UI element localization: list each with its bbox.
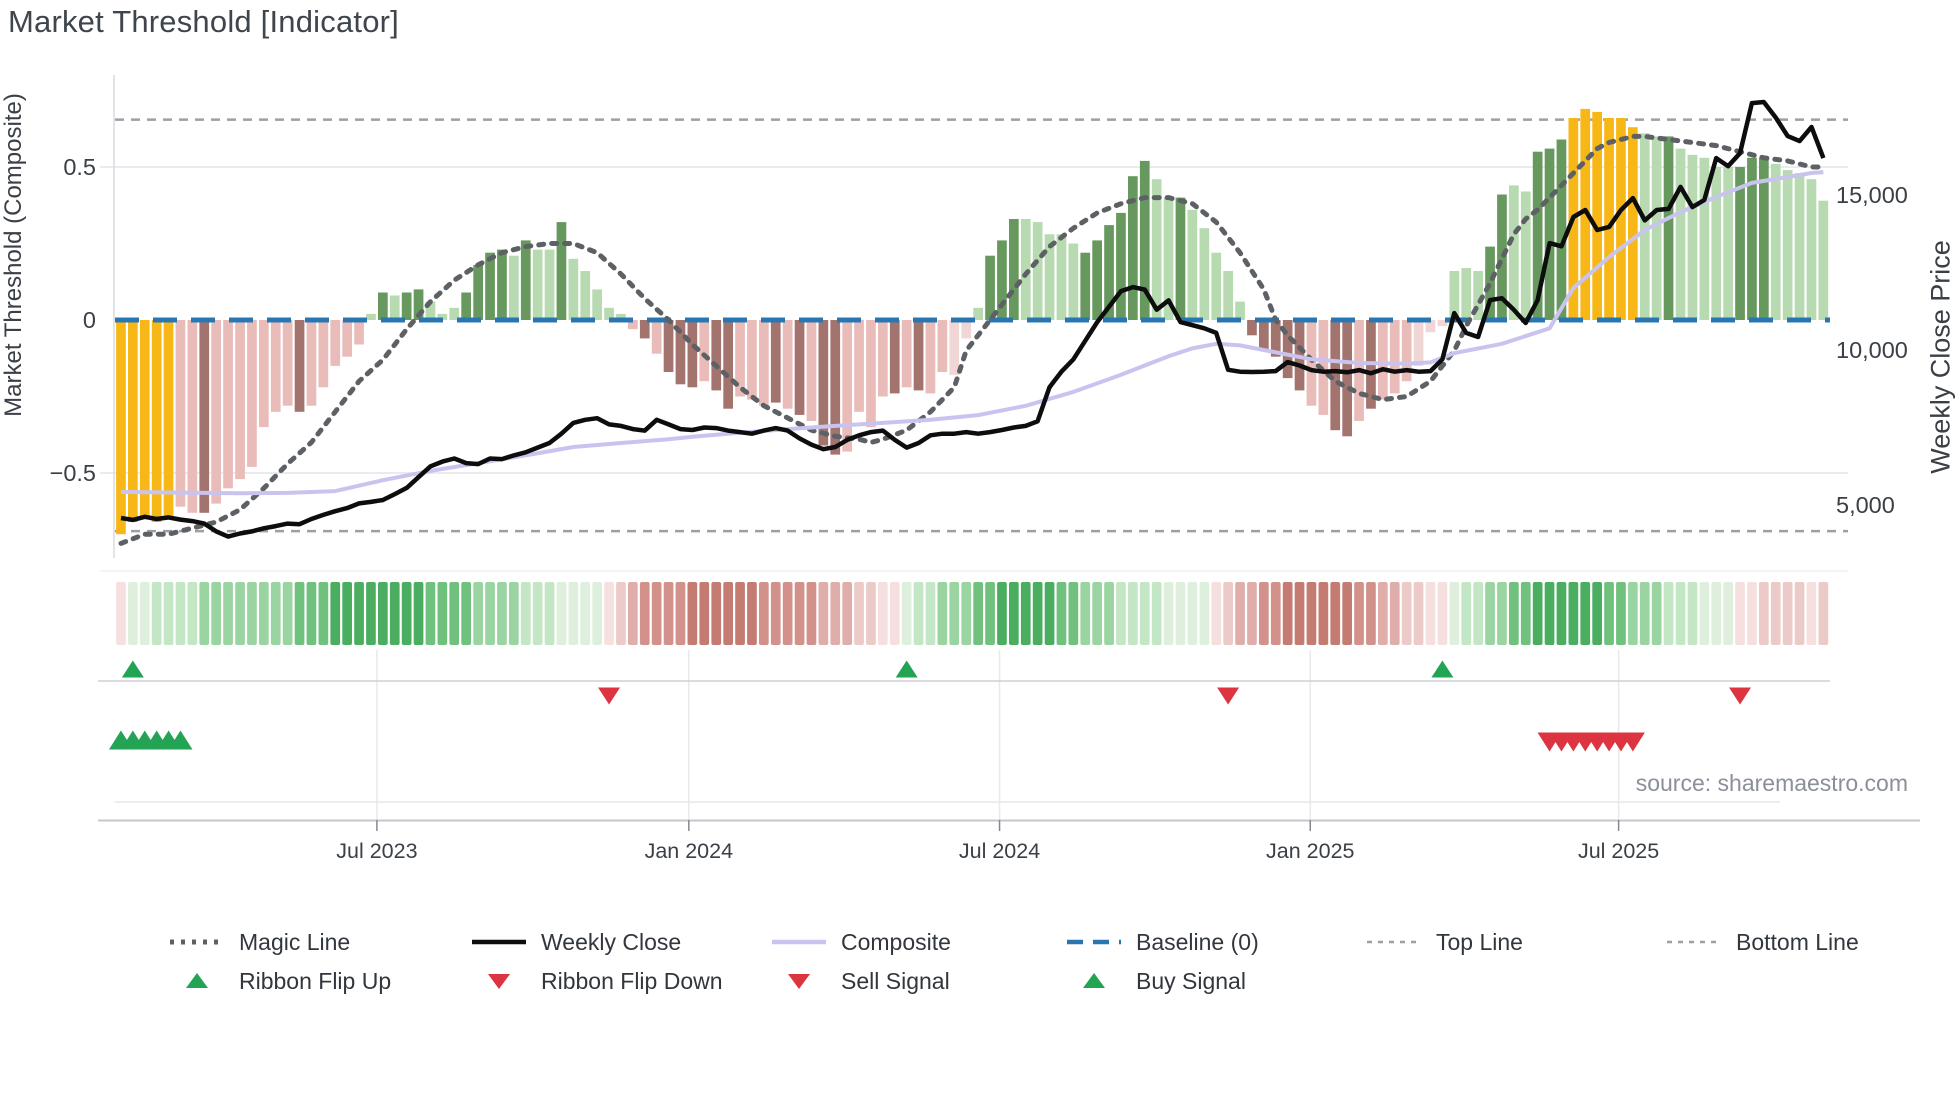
legend-swatch-tri-up	[186, 973, 208, 988]
legend-item-baseline-0-: Baseline (0)	[1065, 929, 1259, 955]
legend-label: Magic Line	[239, 928, 351, 955]
legend-item-bottom-line: Bottom Line	[1665, 929, 1859, 955]
left-axis-ticks: 0.5 0 −0.5	[50, 154, 96, 486]
momentum-ribbon	[116, 582, 1829, 645]
legend-swatch-solid-lavender	[772, 939, 826, 945]
page-title: Market Threshold [Indicator]	[8, 4, 399, 39]
legend-item-ribbon-flip-down: Ribbon Flip Down	[470, 968, 723, 994]
legend-label: Baseline (0)	[1136, 928, 1259, 955]
right-axis-ticks: 15,000 10,000 5,000	[1836, 182, 1908, 518]
legend-item-top-line: Top Line	[1365, 929, 1523, 955]
ribbon-flip-markers	[121, 660, 1752, 705]
legend-label: Bottom Line	[1736, 928, 1859, 955]
legend-swatch-dotted	[170, 939, 224, 945]
svg-text:Jul 2023: Jul 2023	[336, 839, 417, 863]
svg-text:−0.5: −0.5	[50, 460, 96, 486]
svg-text:15,000: 15,000	[1836, 182, 1908, 208]
legend-label: Top Line	[1436, 928, 1523, 955]
legend-label: Ribbon Flip Down	[541, 967, 723, 994]
legend-swatch-dash-blue	[1067, 939, 1121, 945]
legend-item-magic-line: Magic Line	[168, 929, 350, 955]
svg-text:Jul 2024: Jul 2024	[959, 839, 1040, 863]
legend-swatch-tri-down	[788, 974, 810, 989]
composite-line	[120, 170, 1824, 496]
svg-text:Jul 2025: Jul 2025	[1578, 839, 1659, 863]
legend-item-buy-signal: Buy Signal	[1065, 968, 1246, 994]
legend-label: Composite	[841, 928, 951, 955]
legend-swatch-dash-gray	[1367, 940, 1421, 944]
legend-label: Buy Signal	[1136, 967, 1246, 994]
weekly-close-line	[120, 99, 1826, 539]
legend-label: Weekly Close	[541, 928, 682, 955]
threshold-bars	[116, 108, 1829, 535]
legend-swatch-tri-down	[488, 974, 510, 989]
marker-panels	[98, 680, 1830, 803]
svg-text:10,000: 10,000	[1836, 337, 1908, 363]
legend-label: Sell Signal	[841, 967, 950, 994]
reference-lines	[115, 118, 1848, 533]
svg-text:Jan 2024: Jan 2024	[645, 839, 734, 863]
svg-text:0.5: 0.5	[63, 154, 96, 180]
source-note: source: sharemaestro.com	[1635, 770, 1908, 796]
signal-markers	[108, 730, 1645, 752]
legend-label: Ribbon Flip Up	[239, 967, 392, 994]
svg-text:5,000: 5,000	[1836, 492, 1895, 518]
legend-item-sell-signal: Sell Signal	[770, 968, 950, 994]
magic-line	[118, 133, 1826, 546]
legend-item-weekly-close: Weekly Close	[470, 929, 681, 955]
legend-item-composite: Composite	[770, 929, 951, 955]
legend-swatch-tri-up	[1083, 973, 1105, 988]
svg-text:0: 0	[83, 307, 96, 333]
svg-text:Jan 2025: Jan 2025	[1266, 839, 1355, 863]
legend-swatch-solid-black	[472, 939, 526, 945]
indicator-chart: Jul 2023 Jan 2024 Jul 2024 Jan 2025 Jul 2025…	[50, 75, 1920, 863]
legend-swatch-dash-gray	[1667, 940, 1721, 944]
x-axis: Jul 2023 Jan 2024 Jul 2024 Jan 2025 Jul 2025	[98, 819, 1920, 863]
legend-item-ribbon-flip-up: Ribbon Flip Up	[168, 968, 391, 994]
